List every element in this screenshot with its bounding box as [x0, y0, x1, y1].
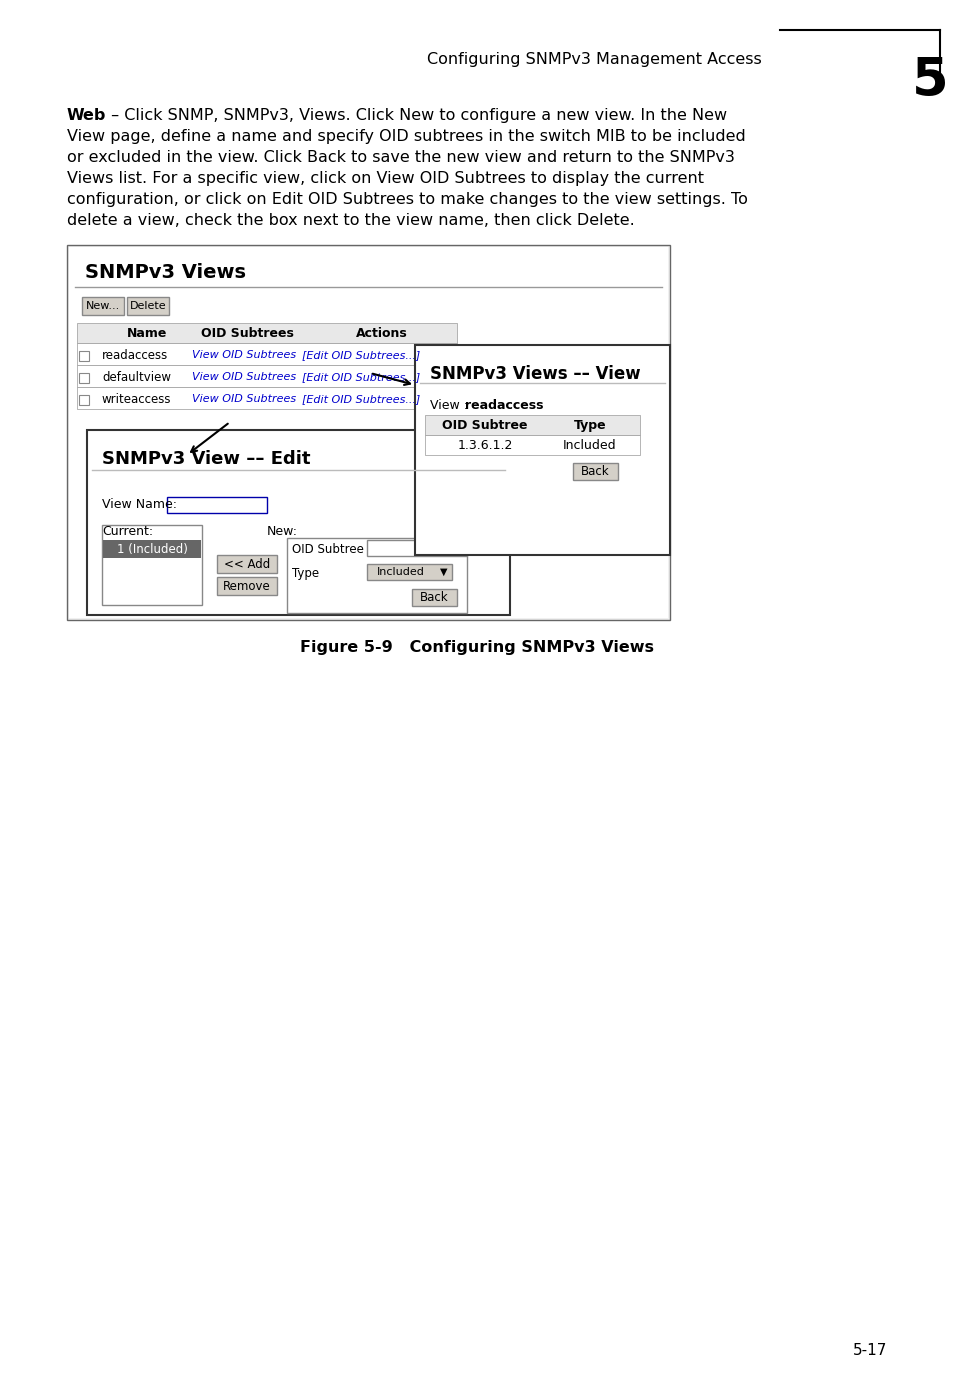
FancyBboxPatch shape	[77, 343, 456, 365]
Text: Remove: Remove	[223, 580, 271, 593]
Text: Figure 5-9   Configuring SNMPv3 Views: Figure 5-9 Configuring SNMPv3 Views	[299, 640, 654, 655]
Text: OID Subtree: OID Subtree	[442, 419, 527, 432]
Text: Actions: Actions	[355, 326, 408, 340]
Text: [Edit OID Subtrees...]: [Edit OID Subtrees...]	[302, 394, 420, 404]
Text: Included: Included	[376, 568, 424, 577]
Text: SNMPv3 View –– Edit: SNMPv3 View –– Edit	[102, 450, 310, 468]
Text: New:: New:	[267, 525, 297, 539]
FancyBboxPatch shape	[77, 387, 456, 409]
FancyBboxPatch shape	[573, 464, 618, 480]
FancyBboxPatch shape	[77, 365, 456, 387]
Text: Current:: Current:	[102, 525, 153, 539]
Text: Back: Back	[580, 465, 609, 477]
Text: readaccess: readaccess	[102, 348, 168, 361]
FancyBboxPatch shape	[77, 323, 456, 343]
FancyBboxPatch shape	[167, 497, 267, 514]
FancyBboxPatch shape	[102, 525, 202, 605]
Text: View OID Subtrees: View OID Subtrees	[192, 372, 295, 382]
Text: SNMPv3 Views: SNMPv3 Views	[85, 262, 246, 282]
Text: Name: Name	[127, 326, 167, 340]
Text: Configuring SNMPv3 Management Access: Configuring SNMPv3 Management Access	[427, 51, 761, 67]
Text: New...: New...	[86, 301, 120, 311]
Text: Back: Back	[419, 590, 448, 604]
Text: 1.3.6.1.2: 1.3.6.1.2	[456, 439, 512, 451]
FancyBboxPatch shape	[79, 396, 89, 405]
Text: View OID Subtrees: View OID Subtrees	[192, 350, 295, 359]
Text: readaccess: readaccess	[464, 398, 543, 412]
Text: 1 (Included): 1 (Included)	[116, 543, 187, 555]
FancyBboxPatch shape	[367, 540, 467, 557]
Text: defaultview: defaultview	[102, 371, 171, 383]
Text: View OID Subtrees: View OID Subtrees	[192, 394, 295, 404]
Text: 5-17: 5-17	[852, 1344, 886, 1357]
FancyBboxPatch shape	[79, 351, 89, 361]
Text: delete a view, check the box next to the view name, then click Delete.: delete a view, check the box next to the…	[67, 212, 634, 228]
FancyBboxPatch shape	[367, 564, 452, 580]
Text: Web: Web	[67, 108, 107, 124]
Text: OID Subtree: OID Subtree	[292, 543, 363, 555]
Text: Delete: Delete	[130, 301, 166, 311]
Text: [Edit OID Subtrees...]: [Edit OID Subtrees...]	[302, 372, 420, 382]
FancyBboxPatch shape	[412, 589, 456, 607]
Text: Included: Included	[562, 439, 617, 451]
FancyBboxPatch shape	[216, 577, 276, 595]
FancyBboxPatch shape	[69, 247, 667, 618]
FancyBboxPatch shape	[216, 555, 276, 573]
Text: Type: Type	[292, 566, 319, 580]
Text: << Add: << Add	[224, 558, 270, 570]
Text: OID Subtrees: OID Subtrees	[200, 326, 294, 340]
FancyBboxPatch shape	[87, 430, 510, 615]
Text: View page, define a name and specify OID subtrees in the switch MIB to be includ: View page, define a name and specify OID…	[67, 129, 745, 144]
Text: writeaccess: writeaccess	[102, 393, 172, 405]
Text: [Edit OID Subtrees...]: [Edit OID Subtrees...]	[302, 350, 420, 359]
FancyBboxPatch shape	[127, 297, 169, 315]
Text: Type: Type	[573, 419, 606, 432]
Text: – Click SNMP, SNMPv3, Views. Click New to configure a new view. In the New: – Click SNMP, SNMPv3, Views. Click New t…	[107, 108, 727, 124]
FancyBboxPatch shape	[424, 434, 639, 455]
FancyBboxPatch shape	[424, 415, 639, 434]
Text: View Name:: View Name:	[102, 498, 177, 511]
FancyBboxPatch shape	[79, 373, 89, 383]
FancyBboxPatch shape	[67, 246, 669, 620]
Text: or excluded in the view. Click Back to save the new view and return to the SNMPv: or excluded in the view. Click Back to s…	[67, 150, 734, 165]
Text: SNMPv3 Views –– View: SNMPv3 Views –– View	[430, 365, 640, 383]
Text: Views list. For a specific view, click on View OID Subtrees to display the curre: Views list. For a specific view, click o…	[67, 171, 703, 186]
FancyBboxPatch shape	[82, 297, 124, 315]
Text: ▼: ▼	[439, 568, 447, 577]
Text: configuration, or click on Edit OID Subtrees to make changes to the view setting: configuration, or click on Edit OID Subt…	[67, 192, 747, 207]
FancyBboxPatch shape	[103, 540, 201, 558]
Text: View :: View :	[430, 398, 468, 412]
FancyBboxPatch shape	[415, 346, 669, 555]
Text: 5: 5	[911, 56, 947, 107]
